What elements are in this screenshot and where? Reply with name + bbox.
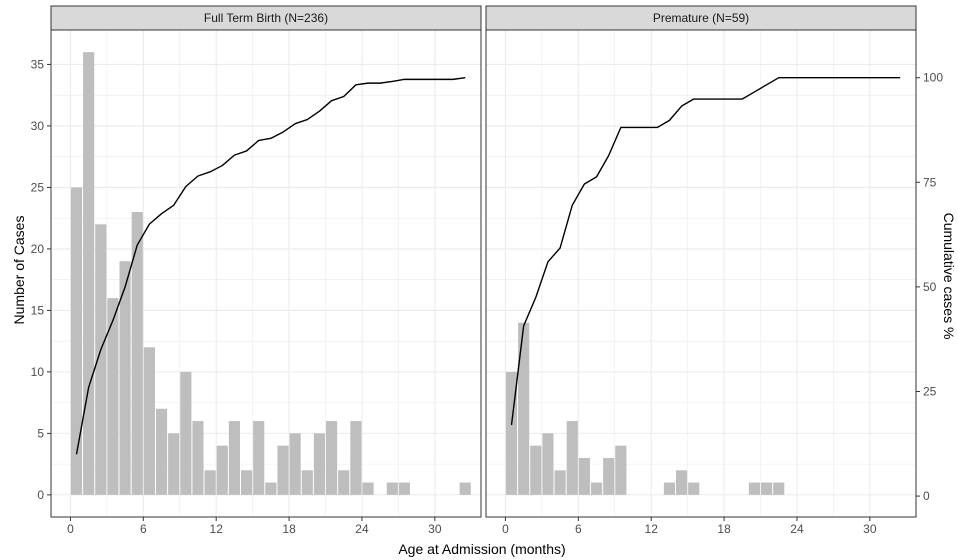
y-tick-label: 25 xyxy=(31,180,45,194)
histogram-bar xyxy=(530,445,542,495)
histogram-bar xyxy=(398,482,411,495)
histogram-bar xyxy=(554,470,566,495)
histogram-bar xyxy=(95,224,107,495)
histogram-bar xyxy=(615,445,627,495)
y-tick-label: 15 xyxy=(31,303,45,317)
histogram-bar xyxy=(192,421,204,495)
x-tick-label: 0 xyxy=(502,522,509,536)
y-axis-title: Number of Cases xyxy=(11,216,27,325)
panel-2: Premature (N=59) 0 6 12 18 24 30 0 25 50 75 100 xyxy=(485,5,943,536)
x-tick-label: 30 xyxy=(863,522,877,536)
y-tick-label: 30 xyxy=(31,119,45,133)
histogram-bar xyxy=(688,482,700,495)
histogram-bar xyxy=(663,482,675,495)
panels-group: Full Term Birth (N=236) 0 6 12 18 24 30 0 5 10 15 2… xyxy=(31,5,943,536)
histogram-bar xyxy=(143,347,155,495)
histogram-bar xyxy=(180,371,192,495)
histogram-bar xyxy=(326,421,338,495)
histogram-bar xyxy=(228,421,240,495)
histogram-bar xyxy=(566,421,578,495)
histogram-bar xyxy=(70,187,83,495)
histogram-bar xyxy=(590,482,603,495)
x-tick-label: 24 xyxy=(790,522,804,536)
histogram-bar xyxy=(578,457,590,495)
panel-strip xyxy=(50,5,482,31)
histogram-bar xyxy=(459,482,471,495)
x-tick-label: 12 xyxy=(210,522,224,536)
histogram-bar xyxy=(350,421,362,495)
histogram-bar xyxy=(277,445,289,495)
panel-title: Full Term Birth (N=236) xyxy=(204,11,328,25)
histogram-bar xyxy=(386,482,398,495)
panel-title: Premature (N=59) xyxy=(653,11,749,25)
y-tick-label: 35 xyxy=(31,57,45,71)
panel-strip xyxy=(485,5,917,31)
x-tick-label: 6 xyxy=(575,522,582,536)
histogram-bar xyxy=(240,470,253,495)
x-tick-label: 24 xyxy=(355,522,369,536)
y-tick-label: 20 xyxy=(31,242,45,256)
histogram-bar xyxy=(338,470,350,495)
x-tick-label: 18 xyxy=(717,522,731,536)
histogram-bar xyxy=(518,322,530,495)
y-tick-label: 0 xyxy=(37,488,44,502)
histogram-bar xyxy=(313,433,326,495)
y2-tick-label: 100 xyxy=(923,71,943,85)
y-tick-label: 5 xyxy=(37,426,44,440)
x-tick-label: 30 xyxy=(428,522,442,536)
x-tick-label: 18 xyxy=(282,522,296,536)
histogram-bar xyxy=(773,482,785,495)
histogram-bar xyxy=(603,457,615,495)
panel-border xyxy=(50,29,482,518)
histogram-bar xyxy=(168,433,180,495)
histogram-bar xyxy=(505,371,518,495)
histogram-bar xyxy=(542,433,554,495)
y2-tick-label: 25 xyxy=(923,384,937,398)
histogram-bar xyxy=(675,470,688,495)
histogram-bar xyxy=(265,482,277,495)
panel-background xyxy=(486,30,916,517)
x-axis-title: Age at Admission (months) xyxy=(398,541,565,557)
y-tick-label: 10 xyxy=(31,365,45,379)
y2-tick-label: 75 xyxy=(923,175,937,189)
y2-tick-label: 0 xyxy=(923,489,930,503)
cumulative-line xyxy=(510,76,901,426)
histogram-bar xyxy=(301,470,313,495)
histogram-bar xyxy=(107,298,119,495)
y2-axis-title: Cumulative cases % xyxy=(941,213,957,340)
histogram-bar xyxy=(204,470,216,495)
cumulative-line xyxy=(75,77,466,455)
histogram-bar xyxy=(362,482,374,495)
histogram-bar xyxy=(748,482,761,495)
histogram-bar xyxy=(761,482,773,495)
histogram-bar xyxy=(119,261,131,495)
histogram-bar xyxy=(155,408,168,495)
histogram-bar xyxy=(83,52,95,495)
panel-border xyxy=(485,29,917,518)
histogram-bar xyxy=(253,421,265,495)
x-tick-label: 12 xyxy=(645,522,659,536)
histogram-bar xyxy=(216,445,228,495)
y2-tick-label: 50 xyxy=(923,280,937,294)
histogram-bar xyxy=(131,212,143,495)
x-tick-label: 6 xyxy=(140,522,147,536)
x-tick-label: 0 xyxy=(67,522,74,536)
histogram-bar xyxy=(289,433,301,495)
panel-1: Full Term Birth (N=236) 0 6 12 18 24 30 0 5 10 15 2… xyxy=(31,5,482,536)
